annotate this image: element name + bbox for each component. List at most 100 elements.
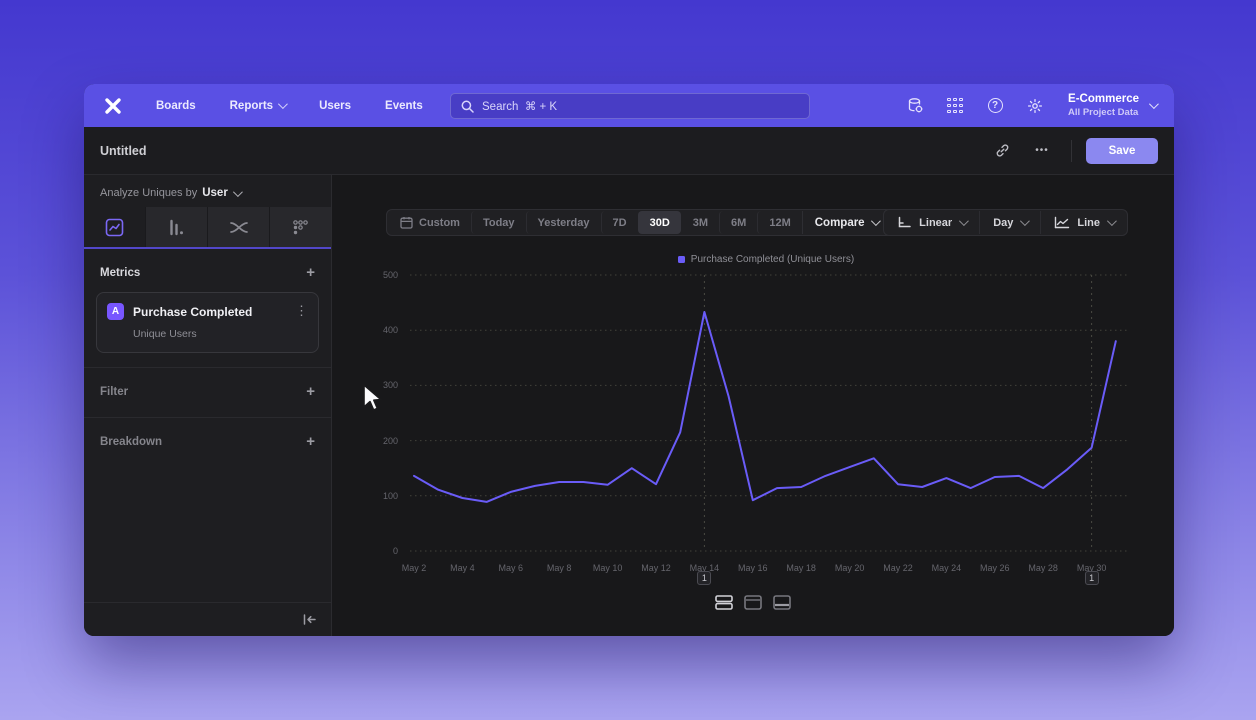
day-dropdown[interactable]: Day <box>979 211 1040 234</box>
analyze-entity-dropdown[interactable]: User <box>202 187 228 199</box>
line-dropdown[interactable]: Line <box>1040 211 1127 234</box>
flows-icon <box>229 218 249 237</box>
bar-chart-tab[interactable] <box>145 207 207 247</box>
line-chart-icon <box>1054 216 1070 229</box>
calendar-icon <box>400 216 413 229</box>
project-selector[interactable]: E-Commerce All Project Data <box>1066 92 1159 118</box>
report-header: Untitled ••• Save <box>84 127 1174 175</box>
range-custom-button[interactable]: Custom <box>389 211 471 234</box>
retention-tab[interactable] <box>269 207 331 247</box>
metric-measurement-type[interactable]: Unique Users <box>133 328 197 340</box>
nav-item-events[interactable]: Events <box>385 100 423 112</box>
range-yesterday-button[interactable]: Yesterday <box>525 211 601 234</box>
range-7d-button[interactable]: 7D <box>600 211 638 234</box>
x-tick-label: May 6 <box>498 563 524 573</box>
y-tick-label: 200 <box>382 435 398 446</box>
chart-panel: Custom Today Yesterday 7D 30D 3M 6M 12M Compare … <box>332 175 1174 636</box>
x-tick-label: May 30 <box>1076 563 1107 573</box>
layout-chart-table-button[interactable] <box>713 593 735 612</box>
legend-swatch <box>677 256 685 263</box>
range-label: Today <box>482 216 515 229</box>
nav-item-reports[interactable]: Reports <box>229 99 288 112</box>
chevron-down-icon <box>1148 99 1159 110</box>
x-tick-label: May 2 <box>401 563 427 573</box>
nav-item-label: Events <box>385 99 423 112</box>
chevron-down-icon <box>1106 216 1117 227</box>
x-tick-label: May 18 <box>786 563 816 573</box>
more-options-button[interactable]: ••• <box>1035 145 1049 156</box>
range-today-button[interactable]: Today <box>470 211 526 234</box>
chevron-down-icon <box>232 186 243 197</box>
analyze-uniques-row: Analyze Uniques by User <box>84 175 331 207</box>
report-title[interactable]: Untitled <box>100 143 147 158</box>
x-tick-label: May 14 <box>689 563 720 573</box>
save-button[interactable]: Save <box>1086 137 1158 164</box>
apps-grid-icon[interactable] <box>946 97 964 115</box>
layout-chart-only-button[interactable] <box>742 593 764 612</box>
add-filter-button[interactable]: + <box>306 383 315 400</box>
visualization-tabs <box>84 207 331 249</box>
compare-button[interactable]: Compare <box>801 211 890 234</box>
add-breakdown-button[interactable]: + <box>306 433 315 450</box>
x-tick-label: May 16 <box>738 563 768 573</box>
range-label: 30D <box>649 216 670 229</box>
nav-item-label: Reports <box>229 99 274 112</box>
x-tick-label: May 4 <box>450 563 475 573</box>
series-line[interactable] <box>413 311 1117 503</box>
link-icon <box>995 143 1010 158</box>
x-tick-label: May 28 <box>1028 563 1058 573</box>
x-tick-label: May 10 <box>592 563 623 573</box>
dashboard-window: Boards Reports Users Events Search ⌘ + K <box>84 84 1174 636</box>
compare-label: Compare <box>814 216 865 229</box>
search-placeholder: Search ⌘ + K <box>482 101 558 113</box>
range-3m-button[interactable]: 3M <box>681 211 719 234</box>
chevron-down-icon <box>278 99 288 110</box>
control-label: Linear <box>919 216 953 229</box>
mixpanel-logo-icon[interactable] <box>102 95 124 117</box>
nav-item-users[interactable]: Users <box>319 100 351 112</box>
linear-dropdown[interactable]: Linear <box>884 211 979 234</box>
query-sidebar: Analyze Uniques by User Metrics + A Purc… <box>84 175 332 636</box>
y-tick-label: 400 <box>382 325 398 336</box>
nav-item-boards[interactable]: Boards <box>156 100 196 112</box>
x-tick-label: May 8 <box>546 563 572 573</box>
help-icon[interactable]: ? <box>986 97 1004 115</box>
nav-items: Boards Reports Users Events <box>156 99 423 112</box>
chevron-down-icon <box>959 216 970 227</box>
metric-card[interactable]: A Purchase Completed ⋮ Unique Users <box>96 292 319 353</box>
share-link-button[interactable] <box>987 138 1017 164</box>
breakdown-section-header: Breakdown + <box>84 418 331 457</box>
chart-controls: Linear Day Line <box>883 209 1128 236</box>
add-metric-button[interactable]: + <box>306 264 315 281</box>
collapse-sidebar-button[interactable] <box>302 613 317 626</box>
range-label: 7D <box>612 216 627 229</box>
x-tick-label: May 22 <box>883 563 913 573</box>
line-chart[interactable] <box>402 272 1130 556</box>
breakdown-title: Breakdown <box>100 435 162 448</box>
chevron-down-icon <box>870 216 881 227</box>
metrics-title: Metrics <box>100 266 141 279</box>
range-label: 3M <box>692 216 709 229</box>
annotation-badge[interactable]: 1 <box>1084 571 1099 585</box>
gear-icon[interactable] <box>1026 97 1044 115</box>
y-tick-label: 300 <box>382 380 398 391</box>
x-tick-label: May 20 <box>834 563 865 573</box>
range-6m-button[interactable]: 6M <box>719 211 757 234</box>
insights-chart-icon <box>105 218 124 237</box>
data-icon[interactable] <box>906 97 924 115</box>
flows-tab[interactable] <box>207 207 269 247</box>
sidebar-separator <box>84 367 331 368</box>
x-tick-label: May 26 <box>980 563 1010 573</box>
insights-chart-tab[interactable] <box>84 207 145 247</box>
nav-item-label: Users <box>319 99 352 112</box>
search-input[interactable]: Search ⌘ + K <box>450 93 810 119</box>
y-tick-label: 0 <box>392 546 398 556</box>
range-12m-button[interactable]: 12M <box>757 211 801 234</box>
range-30d-button[interactable]: 30D <box>637 211 681 234</box>
layout-table-only-button[interactable] <box>771 593 793 612</box>
metric-kebab-menu-icon[interactable]: ⋮ <box>295 303 308 318</box>
metric-series-badge: A <box>107 303 124 320</box>
filter-title: Filter <box>100 385 129 398</box>
annotation-badge[interactable]: 1 <box>697 571 712 585</box>
y-tick-label: 100 <box>382 490 398 501</box>
